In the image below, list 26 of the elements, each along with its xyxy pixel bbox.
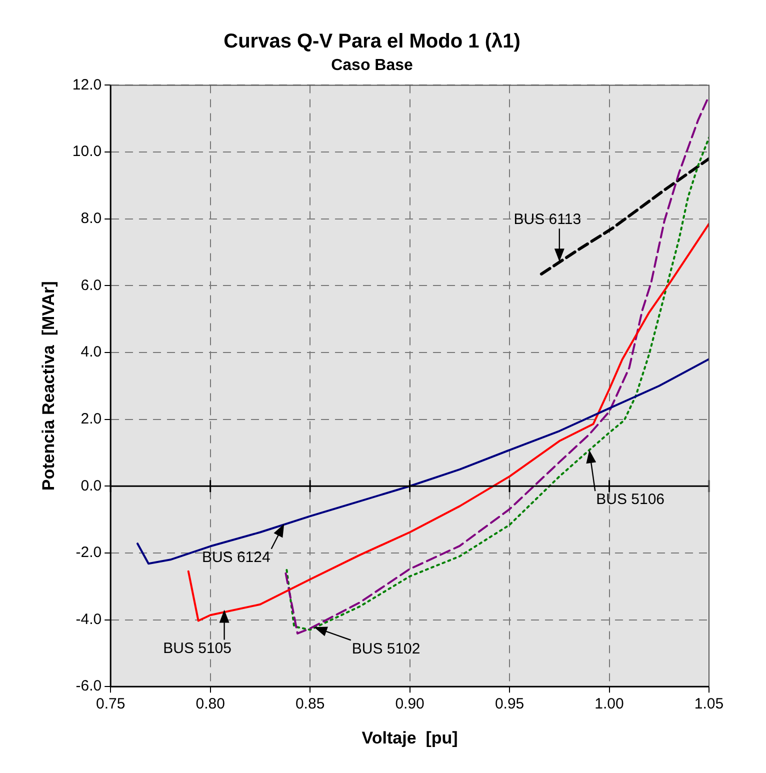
annotation: BUS 6124 (202, 549, 270, 566)
y-tick-label: -6.0 (76, 678, 102, 695)
x-tick-label: 0.75 (96, 696, 126, 713)
chart-subtitle: Caso Base (331, 57, 414, 74)
x-tick-label: 0.95 (494, 696, 524, 713)
x-tick-label: 0.80 (196, 696, 225, 713)
x-tick-label: 0.90 (395, 696, 424, 713)
y-tick-label: 8.0 (80, 210, 102, 227)
x-tick-label: 1.00 (594, 696, 624, 713)
y-tick-label: 10.0 (72, 143, 102, 160)
annotation: BUS 5106 (596, 491, 665, 508)
y-tick-label: 0.0 (80, 477, 102, 494)
x-tick-label: 1.05 (694, 696, 724, 713)
annotation: BUS 6113 (514, 210, 582, 228)
chart-title: Curvas Q-V Para el Modo 1 (λ1) (224, 30, 520, 53)
y-tick-label: 12.0 (72, 76, 102, 94)
y-tick-label: -4.0 (76, 610, 102, 628)
x-axis-title: Voltaje [pu] (362, 728, 458, 748)
annotation: BUS 5102 (352, 640, 420, 658)
x-tick-label: 0.85 (295, 696, 325, 713)
y-tick-label: 4.0 (80, 344, 102, 361)
y-axis-title: Potencia Reactiva [MVAr] (38, 281, 58, 491)
y-tick-label: 2.0 (80, 410, 102, 428)
annotation: BUS 5105 (163, 640, 232, 657)
y-tick-label: -2.0 (76, 544, 102, 562)
y-tick-label: 6.0 (80, 276, 102, 294)
